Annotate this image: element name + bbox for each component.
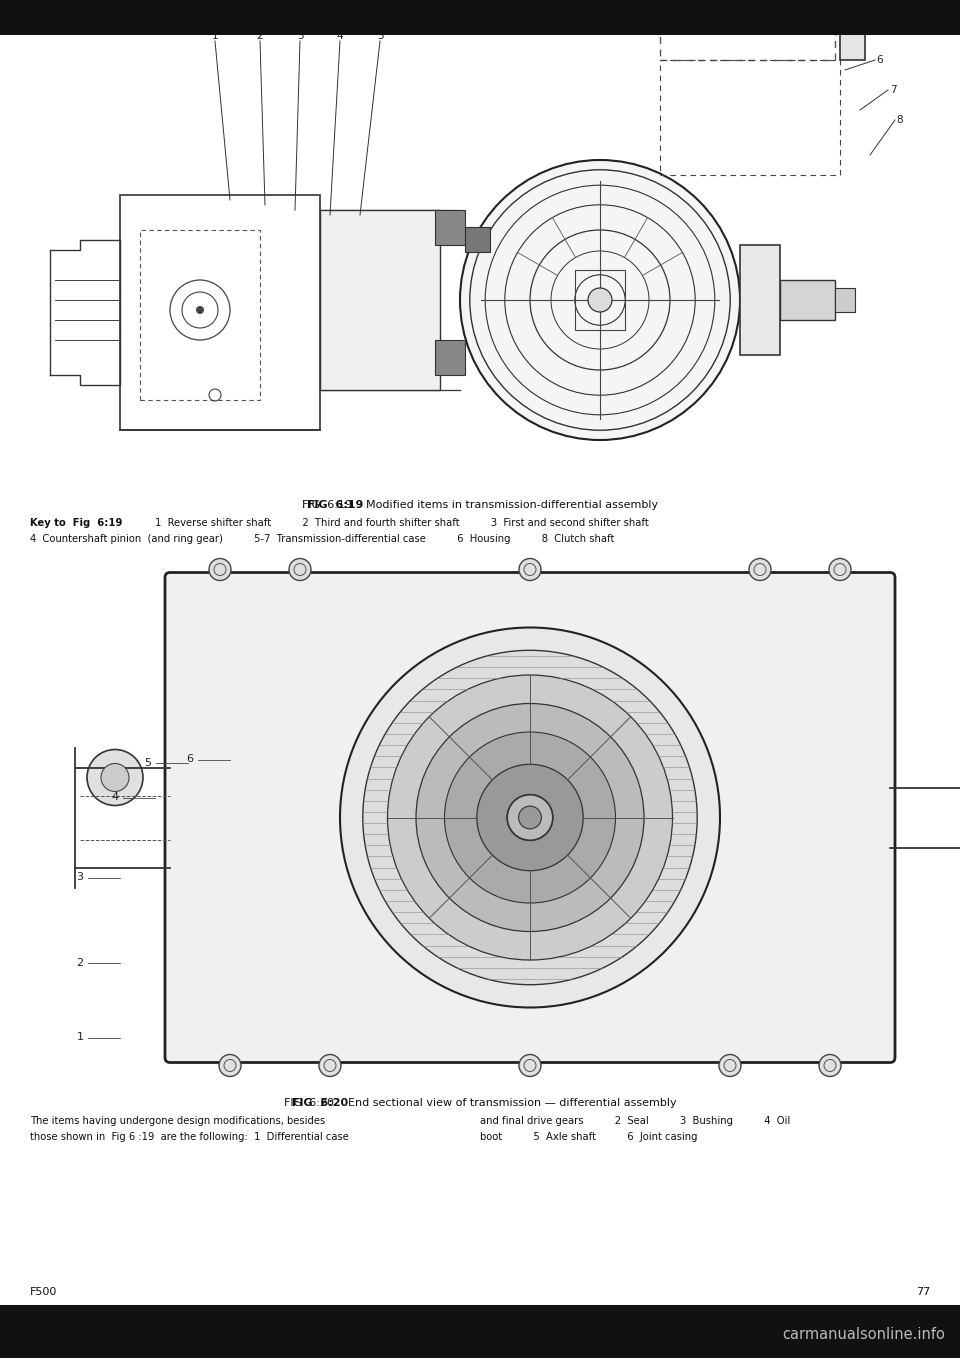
Circle shape bbox=[101, 763, 129, 792]
Bar bbox=[835, 288, 855, 312]
Bar bbox=[0, 0, 960, 35]
Circle shape bbox=[507, 794, 553, 841]
Circle shape bbox=[519, 558, 541, 580]
Bar bbox=[780, 280, 835, 320]
Text: carmanualsonline.info: carmanualsonline.info bbox=[782, 1327, 945, 1342]
Text: boot          5  Axle shaft          6  Joint casing: boot 5 Axle shaft 6 Joint casing bbox=[480, 1133, 698, 1142]
Text: F500: F500 bbox=[30, 1287, 58, 1297]
Circle shape bbox=[416, 703, 644, 932]
Text: 3: 3 bbox=[77, 872, 84, 883]
Text: 8: 8 bbox=[897, 115, 903, 125]
Text: 6: 6 bbox=[876, 56, 883, 65]
Circle shape bbox=[363, 650, 697, 985]
Text: and final drive gears          2  Seal          3  Bushing          4  Oil: and final drive gears 2 Seal 3 Bushing 4… bbox=[480, 1116, 790, 1126]
Bar bbox=[435, 340, 465, 375]
Circle shape bbox=[507, 794, 553, 841]
Bar bbox=[660, 0, 835, 60]
Text: 4: 4 bbox=[111, 793, 119, 803]
Text: The items having undergone design modifications, besides: The items having undergone design modifi… bbox=[30, 1116, 325, 1126]
Text: 6: 6 bbox=[186, 755, 194, 765]
Circle shape bbox=[388, 675, 673, 960]
Text: 4: 4 bbox=[337, 31, 344, 41]
Bar bbox=[0, 1305, 960, 1358]
Circle shape bbox=[219, 1055, 241, 1077]
Circle shape bbox=[518, 807, 541, 828]
Circle shape bbox=[289, 558, 311, 580]
Circle shape bbox=[749, 558, 771, 580]
Circle shape bbox=[444, 732, 615, 903]
Text: 1  Reverse shifter shaft          2  Third and fourth shifter shaft          3  : 1 Reverse shifter shaft 2 Third and four… bbox=[155, 517, 649, 528]
Circle shape bbox=[588, 288, 612, 312]
Text: FIG  6:19    Modified items in transmission-differential assembly: FIG 6:19 Modified items in transmission-… bbox=[302, 500, 658, 511]
Bar bbox=[120, 196, 320, 430]
Bar bbox=[740, 244, 780, 354]
Circle shape bbox=[829, 558, 851, 580]
Circle shape bbox=[196, 306, 204, 314]
Circle shape bbox=[319, 1055, 341, 1077]
Text: 7: 7 bbox=[890, 86, 897, 95]
Text: 1: 1 bbox=[212, 31, 218, 41]
FancyBboxPatch shape bbox=[165, 573, 895, 1062]
Circle shape bbox=[87, 750, 143, 805]
Bar bbox=[660, 60, 840, 175]
Bar bbox=[320, 210, 440, 390]
Text: those shown in  Fig 6 :19  are the following:  1  Differential case: those shown in Fig 6 :19 are the followi… bbox=[30, 1133, 348, 1142]
Text: FIG  6:20: FIG 6:20 bbox=[292, 1099, 348, 1108]
Text: FIG  6:20    End sectional view of transmission — differential assembly: FIG 6:20 End sectional view of transmiss… bbox=[284, 1099, 676, 1108]
Bar bbox=[435, 210, 465, 244]
Circle shape bbox=[209, 558, 231, 580]
Circle shape bbox=[519, 1055, 541, 1077]
Text: 5: 5 bbox=[145, 758, 152, 767]
Text: 77: 77 bbox=[916, 1287, 930, 1297]
Bar bbox=[840, 0, 865, 60]
Text: 3: 3 bbox=[297, 31, 303, 41]
Text: Key to  Fig  6:19: Key to Fig 6:19 bbox=[30, 517, 122, 528]
Text: 2: 2 bbox=[77, 957, 84, 967]
Text: FIG  6:19: FIG 6:19 bbox=[307, 500, 363, 511]
Bar bbox=[465, 227, 490, 253]
Circle shape bbox=[819, 1055, 841, 1077]
Text: 5: 5 bbox=[376, 31, 383, 41]
Bar bbox=[140, 230, 260, 401]
Text: 4  Countershaft pinion  (and ring gear)          5-7  Transmission-differential : 4 Countershaft pinion (and ring gear) 5-… bbox=[30, 534, 614, 545]
Text: 2: 2 bbox=[256, 31, 263, 41]
Bar bbox=[575, 270, 625, 330]
Text: 1: 1 bbox=[77, 1032, 84, 1043]
Circle shape bbox=[477, 765, 584, 870]
Circle shape bbox=[719, 1055, 741, 1077]
Circle shape bbox=[460, 160, 740, 440]
Circle shape bbox=[340, 627, 720, 1008]
